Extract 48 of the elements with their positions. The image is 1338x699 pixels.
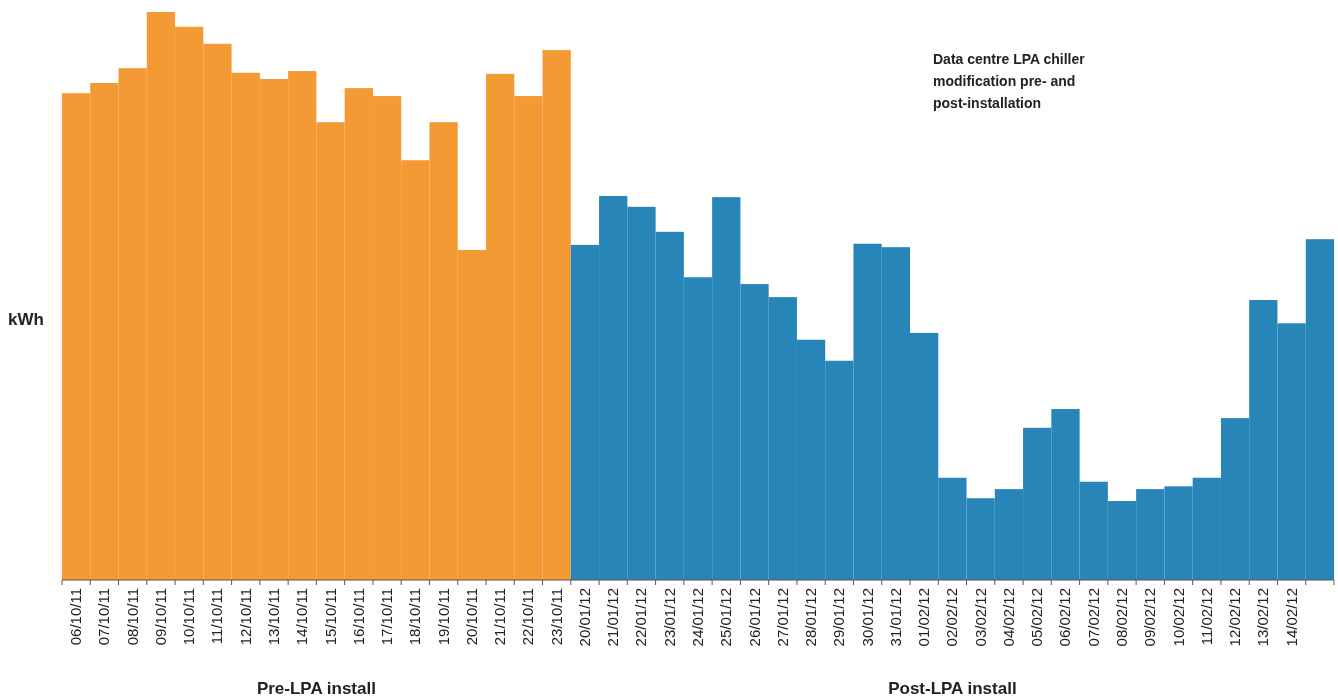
x-tick-label: 12/02/12 [1226, 588, 1244, 647]
x-tick-label: 22/01/12 [632, 588, 650, 647]
x-tick-label: 07/10/11 [95, 588, 113, 646]
x-tick-label: 28/01/12 [802, 588, 820, 647]
x-tick-label: 14/02/12 [1282, 588, 1300, 647]
x-tick-label: 01/02/12 [915, 588, 933, 647]
x-tick-label: 13/02/12 [1254, 588, 1272, 647]
x-tick-label: 13/10/11 [265, 588, 282, 646]
y-axis-title: kWh [8, 310, 44, 329]
x-tick-label: 26/01/12 [745, 588, 763, 647]
text: Pre-LPA install [256, 679, 376, 698]
x-tick-label: 24/01/12 [689, 588, 706, 647]
x-tick-label: 23/01/12 [660, 588, 678, 647]
x-tick-label: 20/01/12 [575, 588, 593, 647]
x-tick-label: 17/10/11 [378, 588, 396, 646]
x-tick-label: 10/02/12 [1169, 588, 1187, 647]
x-tick-label: 07/02/12 [1084, 588, 1102, 647]
x-tick-label: 15/10/11 [321, 588, 339, 646]
text: Post-LPA install [888, 679, 1017, 698]
x-tick-label: 29/01/12 [830, 588, 848, 647]
x-tick-label: 09/10/11 [151, 588, 169, 646]
x-tick-label: 22/10/11 [519, 588, 537, 646]
x-tick-label: 08/10/11 [123, 588, 141, 646]
x-tick-label: 16/10/11 [349, 588, 367, 646]
x-tick-label: 25/01/12 [717, 588, 735, 647]
x-tick-label: 03/02/12 [971, 588, 989, 647]
x-tick-label: 31/01/12 [886, 588, 904, 647]
x-tick-label: 11/10/11 [208, 588, 226, 645]
x-tick-label: 06/10/11 [67, 588, 85, 646]
x-tick-label: 14/10/11 [293, 588, 311, 646]
x-tick-label: 08/02/12 [1113, 588, 1130, 647]
x-tick-label: 27/01/12 [773, 588, 791, 647]
x-tick-label: 18/10/11 [406, 588, 424, 646]
x-tick-label: 02/02/12 [943, 588, 961, 647]
text: Data centre LPA chiller modification pre- and post-installation [933, 51, 1086, 111]
x-tick-label: 23/10/11 [547, 588, 565, 646]
x-tick-label: 10/10/11 [180, 588, 198, 646]
x-tick-label: 12/10/11 [236, 588, 254, 646]
x-tick-label: 06/02/12 [1056, 588, 1074, 647]
x-tick-label: 04/02/12 [999, 588, 1017, 647]
x-tick-label: 21/01/12 [604, 588, 622, 647]
x-tick-label: 20/10/11 [462, 588, 480, 646]
x-tick-label: 09/02/12 [1141, 588, 1159, 647]
x-tick-label: 30/01/12 [858, 588, 876, 647]
x-tick-label: 05/02/12 [1028, 588, 1046, 647]
x-tick-label: 19/10/11 [434, 588, 452, 646]
x-tick-label: 11/02/12 [1197, 588, 1215, 646]
x-tick-label: 21/10/11 [491, 588, 509, 646]
